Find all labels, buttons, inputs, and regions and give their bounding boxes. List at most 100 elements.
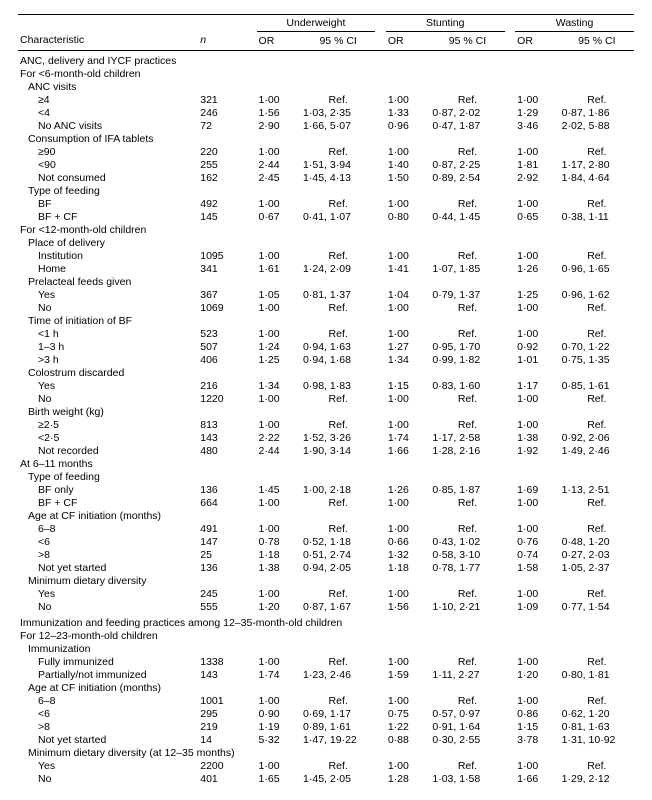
st-or: 1·33 xyxy=(386,106,431,119)
row-label: ≥2·5 xyxy=(18,418,198,431)
uw-ci: Ref. xyxy=(301,301,375,314)
wa-or: 3·78 xyxy=(515,734,560,747)
st-or: 1·18 xyxy=(386,561,431,574)
subgroup-title: ANC visits xyxy=(18,80,634,93)
table-row: Immunization and feeding practices among… xyxy=(18,613,634,630)
wa-ci: Ref. xyxy=(560,496,634,509)
st-or: 1·00 xyxy=(386,301,431,314)
st-ci: Ref. xyxy=(430,145,504,158)
n-value: 406 xyxy=(198,353,246,366)
row-label: >8 xyxy=(18,548,198,561)
wa-or: 0·86 xyxy=(515,708,560,721)
table-row: 6–810011·00Ref.1·00Ref.1·00Ref. xyxy=(18,695,634,708)
uw-or: 1·19 xyxy=(257,721,302,734)
uw-ci: 0·98, 1·83 xyxy=(301,379,375,392)
wa-or: 1·92 xyxy=(515,444,560,457)
table-row: <2·51432·221·52, 3·261·741·17, 2·581·380… xyxy=(18,431,634,444)
st-or: 1·22 xyxy=(386,721,431,734)
row-label: Fully immunized xyxy=(18,656,198,669)
table-row: Age at CF initiation (months) xyxy=(18,509,634,522)
table-row: Colostrum discarded xyxy=(18,366,634,379)
st-ci: Ref. xyxy=(430,587,504,600)
col-stunting: Stunting xyxy=(386,16,505,31)
row-label: Yes xyxy=(18,379,198,392)
row-label: Not yet started xyxy=(18,561,198,574)
table-row: ≥902201·00Ref.1·00Ref.1·00Ref. xyxy=(18,145,634,158)
wa-ci: Ref. xyxy=(560,301,634,314)
n-value: 523 xyxy=(198,327,246,340)
wa-ci: 0·85, 1·61 xyxy=(560,379,634,392)
wa-ci: 0·87, 1·86 xyxy=(560,106,634,119)
n-value: 341 xyxy=(198,262,246,275)
col-ci: 95 % CI xyxy=(301,31,375,50)
wa-ci: Ref. xyxy=(560,760,634,773)
st-or: 1·50 xyxy=(386,171,431,184)
table-row: No12201·00Ref.1·00Ref.1·00Ref. xyxy=(18,392,634,405)
uw-ci: 1·45, 4·13 xyxy=(301,171,375,184)
n-value: 136 xyxy=(198,483,246,496)
table-row: No5551·200·87, 1·671·561·10, 2·211·090·7… xyxy=(18,600,634,613)
uw-or: 1·65 xyxy=(257,773,302,786)
uw-or: 1·00 xyxy=(257,197,302,210)
st-or: 1·41 xyxy=(386,262,431,275)
subgroup-title: Type of feeding xyxy=(18,184,634,197)
row-label: Partially/not immunized xyxy=(18,669,198,682)
col-characteristic: Characteristic xyxy=(18,31,198,50)
uw-or: 1·00 xyxy=(257,249,302,262)
wa-ci: Ref. xyxy=(560,392,634,405)
st-ci: 0·30, 2·55 xyxy=(430,734,504,747)
row-label: No xyxy=(18,600,198,613)
wa-ci: Ref. xyxy=(560,145,634,158)
row-label: BF xyxy=(18,197,198,210)
subgroup-title: Age at CF initiation (months) xyxy=(18,682,634,695)
st-ci: Ref. xyxy=(430,249,504,262)
uw-ci: 0·94, 1·63 xyxy=(301,340,375,353)
n-value: 72 xyxy=(198,119,246,132)
table-row: >8251·180·51, 2·741·320·58, 3·100·740·27… xyxy=(18,548,634,561)
group-title: For <12-month-old children xyxy=(18,223,634,236)
n-value: 367 xyxy=(198,288,246,301)
row-label: No xyxy=(18,301,198,314)
uw-or: 1·00 xyxy=(257,327,302,340)
table-row: Yes2161·340·98, 1·831·150·83, 1·601·170·… xyxy=(18,379,634,392)
wa-ci: Ref. xyxy=(560,656,634,669)
wa-ci: 0·81, 1·63 xyxy=(560,721,634,734)
wa-or: 1·81 xyxy=(515,158,560,171)
row-label: 1–3 h xyxy=(18,340,198,353)
wa-ci: 0·38, 1·11 xyxy=(560,210,634,223)
n-value: 813 xyxy=(198,418,246,431)
table-row: Type of feeding xyxy=(18,470,634,483)
table-row: For <6-month-old children xyxy=(18,67,634,80)
st-or: 1·28 xyxy=(386,773,431,786)
st-ci: 0·91, 1·64 xyxy=(430,721,504,734)
row-label: 6–8 xyxy=(18,522,198,535)
col-header-row: Characteristic n OR95 % CI OR95 % CI OR9… xyxy=(18,31,634,50)
st-or: 1·15 xyxy=(386,379,431,392)
uw-ci: Ref. xyxy=(301,93,375,106)
table-row: Institution10951·00Ref.1·00Ref.1·00Ref. xyxy=(18,249,634,262)
table-row: BF + CF6641·00Ref.1·00Ref.1·00Ref. xyxy=(18,496,634,509)
n-value: 492 xyxy=(198,197,246,210)
row-label: >8 xyxy=(18,721,198,734)
st-ci: 1·11, 2·27 xyxy=(430,669,504,682)
subgroup-title: Colostrum discarded xyxy=(18,366,634,379)
n-value: 147 xyxy=(198,535,246,548)
group-title: For 12–23-month-old children xyxy=(18,630,634,643)
st-or: 1·00 xyxy=(386,145,431,158)
wa-or: 1·00 xyxy=(515,522,560,535)
uw-or: 1·00 xyxy=(257,301,302,314)
st-or: 1·74 xyxy=(386,431,431,444)
wa-ci: 0·80, 1·81 xyxy=(560,669,634,682)
subgroup-title: Type of feeding xyxy=(18,470,634,483)
st-ci: Ref. xyxy=(430,695,504,708)
table-row: Not consumed1622·451·45, 4·131·500·89, 2… xyxy=(18,171,634,184)
wa-or: 1·00 xyxy=(515,249,560,262)
st-or: 1·40 xyxy=(386,158,431,171)
subgroup-title: Time of initiation of BF xyxy=(18,314,634,327)
uw-ci: 0·89, 1·61 xyxy=(301,721,375,734)
group-title: For <6-month-old children xyxy=(18,67,634,80)
n-value: 14 xyxy=(198,734,246,747)
table-row: ≥43211·00Ref.1·00Ref.1·00Ref. xyxy=(18,93,634,106)
uw-ci: Ref. xyxy=(301,249,375,262)
st-ci: Ref. xyxy=(430,760,504,773)
